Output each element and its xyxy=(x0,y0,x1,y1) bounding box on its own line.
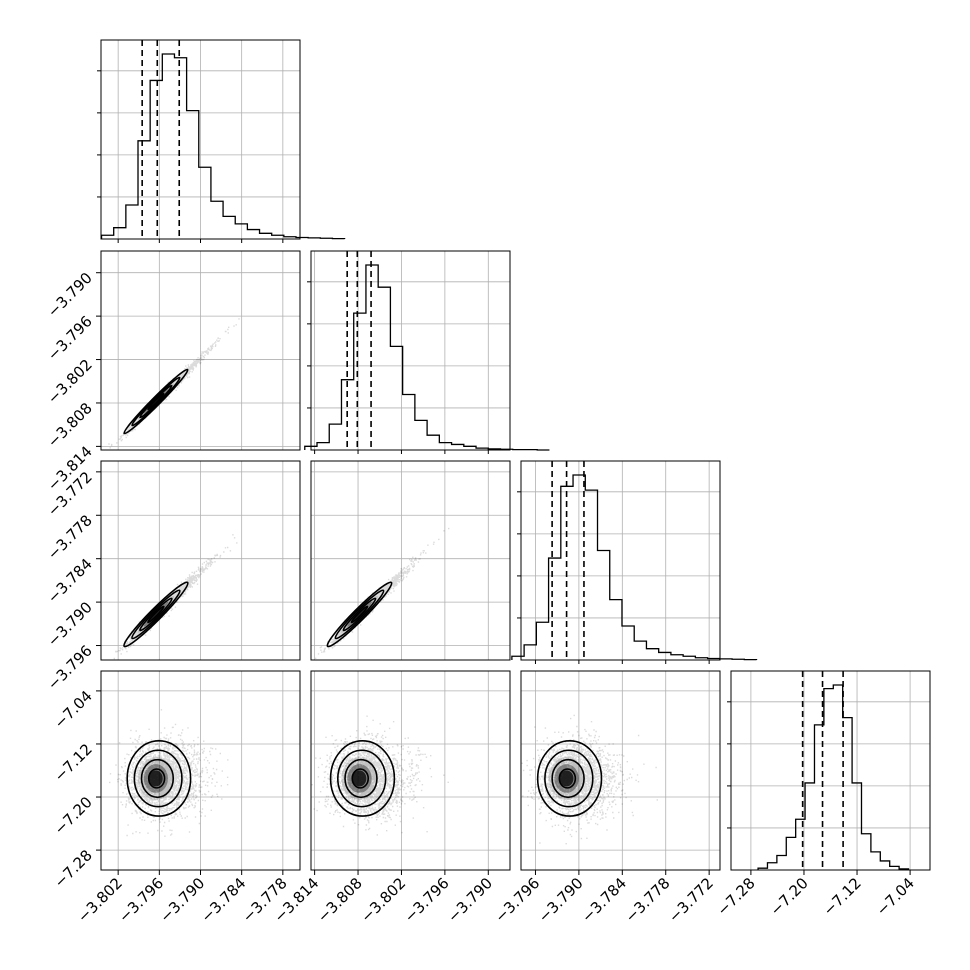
panel-frame xyxy=(310,250,511,451)
x-tick-label: −7.28 xyxy=(713,874,758,919)
scatter-panel-0-1 xyxy=(100,250,301,451)
x-tick-label: −3.796 xyxy=(491,874,543,926)
panel-contents xyxy=(311,527,450,660)
x-tick-label: −3.802 xyxy=(357,874,409,926)
panel-frame xyxy=(730,670,931,871)
panel-frame xyxy=(100,460,301,661)
x-tick-label: −7.04 xyxy=(873,874,918,919)
panel-frame xyxy=(520,460,721,661)
y-tick-label: −3.796 xyxy=(44,312,96,364)
histogram-panel-2 xyxy=(511,460,758,661)
y-tick-label: −7.28 xyxy=(51,846,96,891)
contour-line xyxy=(147,392,165,411)
panel-contents xyxy=(521,714,658,845)
contour-line xyxy=(351,768,370,789)
scatter-panel-0-3 xyxy=(100,670,301,871)
contour-line xyxy=(342,597,377,632)
density-fill xyxy=(352,770,367,787)
contour-line xyxy=(139,384,173,419)
contour-line xyxy=(536,740,603,817)
panel-contents xyxy=(113,534,238,660)
contour-line xyxy=(350,605,369,624)
contour-line xyxy=(544,749,594,808)
density-fill xyxy=(559,770,574,787)
density-fill xyxy=(149,607,163,622)
y-tick-label: −7.20 xyxy=(51,793,96,838)
panel-contents xyxy=(108,318,240,449)
y-tick-label: −3.808 xyxy=(44,399,96,451)
contour-line xyxy=(334,589,385,640)
scatter-points xyxy=(311,527,450,660)
y-tick-label: −3.790 xyxy=(44,269,96,321)
x-tick-label: −3.778 xyxy=(622,874,674,926)
contour-line xyxy=(551,758,585,799)
density-fill xyxy=(149,394,163,409)
contour-line xyxy=(131,376,181,427)
x-tick-label: −3.772 xyxy=(665,874,717,926)
x-tick-label: −7.20 xyxy=(767,874,812,919)
histogram-step xyxy=(757,684,910,870)
panel-frame xyxy=(310,670,511,871)
x-tick-label: −3.790 xyxy=(156,874,208,926)
x-tick-label: −7.12 xyxy=(820,874,865,919)
scatter-points xyxy=(521,714,658,845)
histogram-panel-0 xyxy=(97,39,346,240)
x-tick-label: −3.808 xyxy=(314,874,366,926)
contour-line xyxy=(558,768,577,789)
scatter-panel-0-2 xyxy=(100,460,301,661)
contour-line xyxy=(123,368,189,435)
panel-frame xyxy=(100,250,301,451)
contour-line xyxy=(131,589,181,640)
x-tick-label: −3.790 xyxy=(535,874,587,926)
contour-line xyxy=(147,605,165,624)
contour-line xyxy=(344,758,378,799)
contour-line xyxy=(336,749,387,808)
x-tick-label: −3.796 xyxy=(115,874,167,926)
histogram-panel-1 xyxy=(304,250,550,451)
x-tick-label: −3.784 xyxy=(198,874,250,926)
x-tick-label: −3.796 xyxy=(401,874,453,926)
density-fill xyxy=(352,607,367,622)
y-tick-label: −3.796 xyxy=(44,642,96,694)
panel-frame xyxy=(310,460,511,661)
y-tick-label: −3.784 xyxy=(44,555,96,607)
scatter-panel-1-3 xyxy=(310,670,511,871)
histogram-panel-3 xyxy=(727,670,931,871)
y-tick-label: −3.778 xyxy=(44,511,96,563)
panel-frame xyxy=(520,670,721,871)
panel-contents xyxy=(109,709,229,837)
scatter-panel-1-2 xyxy=(310,460,511,661)
y-tick-label: −7.12 xyxy=(51,740,96,785)
contour-line xyxy=(123,581,189,648)
contour-line xyxy=(326,581,393,648)
x-tick-label: −3.790 xyxy=(444,874,496,926)
contour-line xyxy=(147,768,166,789)
scatter-points xyxy=(109,709,229,837)
histogram-step xyxy=(100,53,346,240)
panel-contents xyxy=(311,715,449,836)
contour-line xyxy=(329,740,396,817)
x-tick-label: −3.802 xyxy=(74,874,126,926)
contour-line xyxy=(133,749,183,808)
y-tick-label: −3.802 xyxy=(44,356,96,408)
scatter-points xyxy=(311,715,449,836)
scatter-panel-2-3 xyxy=(520,670,721,871)
histogram-step xyxy=(304,264,550,451)
contour-line xyxy=(140,758,175,799)
y-tick-label: −3.790 xyxy=(44,598,96,650)
x-tick-label: −3.784 xyxy=(578,874,630,926)
contour-line xyxy=(126,740,192,817)
y-tick-label: −7.04 xyxy=(51,687,96,732)
density-fill xyxy=(149,770,163,787)
contour-line xyxy=(139,597,173,632)
